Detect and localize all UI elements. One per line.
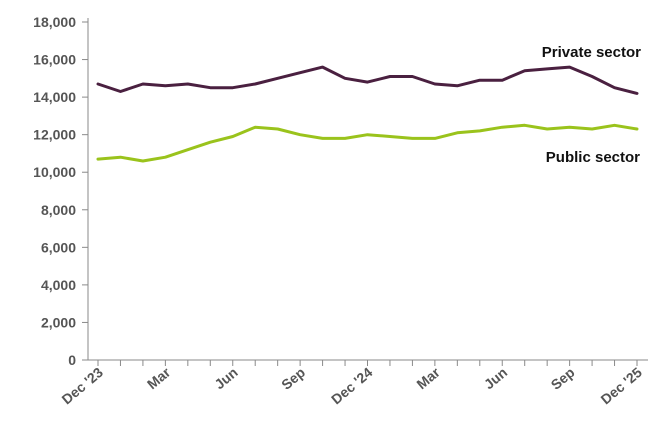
x-tick-label: Dec '25	[598, 364, 646, 408]
x-tick-label: Sep	[548, 364, 578, 393]
x-tick-label: Sep	[278, 364, 308, 393]
y-tick-label: 14,000	[33, 89, 76, 105]
y-tick-label: 8,000	[41, 202, 76, 218]
x-tick-label: Mar	[413, 364, 443, 393]
x-tick-label: Dec '24	[328, 364, 376, 408]
public-sector-line	[96, 123, 639, 163]
y-tick-label: 18,000	[33, 14, 76, 30]
public-sector-label: Public sector	[546, 149, 640, 166]
private-sector-line	[96, 65, 639, 95]
y-tick-label: 0	[68, 352, 76, 368]
y-tick-label: 16,000	[33, 52, 76, 68]
y-axis: 0 2,000 4,000 6,000 8,000 10,000 12,000 14,000 1…	[33, 14, 89, 368]
private-sector-label: Private sector	[542, 44, 641, 61]
x-tick-label: Mar	[144, 364, 174, 393]
series-lines	[96, 65, 639, 163]
y-tick-label: 6,000	[41, 239, 76, 255]
x-tick-label: Jun	[481, 364, 510, 392]
x-tick-label: Jun	[211, 364, 240, 392]
x-axis: Dec '23 Mar Jun Sep Dec '24 Mar Jun Sep Dec '25	[59, 359, 648, 408]
x-tick-label: Dec '23	[59, 364, 107, 408]
y-tick-label: 10,000	[33, 164, 76, 180]
y-tick-label: 2,000	[41, 314, 76, 330]
y-tick-label: 12,000	[33, 127, 76, 143]
y-tick-label: 4,000	[41, 277, 76, 293]
